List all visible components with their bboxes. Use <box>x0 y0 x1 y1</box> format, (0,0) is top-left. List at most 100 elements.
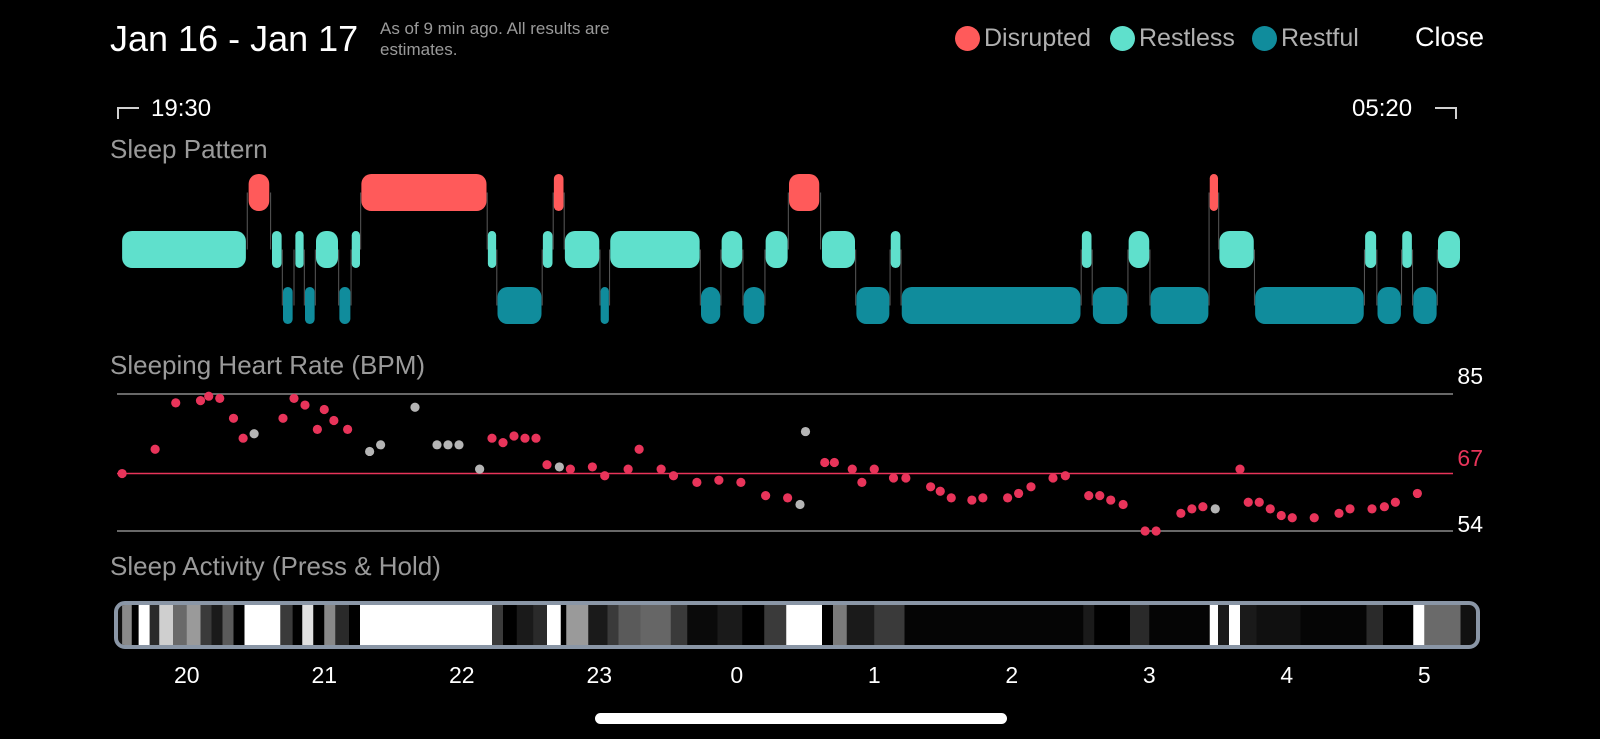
legend-restless-label: Restless <box>1139 24 1235 52</box>
restful-segment <box>1150 287 1209 324</box>
heart-rate-point <box>554 462 564 472</box>
heart-rate-point <box>714 475 724 485</box>
heart-rate-point <box>498 438 508 448</box>
heart-rate-point <box>1176 508 1186 518</box>
hr-max-label: 85 <box>1457 363 1483 389</box>
heart-rate-point <box>454 440 464 450</box>
heart-rate-point <box>1151 526 1161 536</box>
hour-tick-label: 4 <box>1280 662 1294 688</box>
activity-segment <box>566 605 589 645</box>
heart-rate-point <box>820 457 830 468</box>
activity-segment <box>846 605 875 645</box>
heart-rate-point <box>1412 488 1422 499</box>
heart-rate-point <box>1287 513 1297 523</box>
restful-segment <box>743 287 765 324</box>
activity-segment <box>492 605 504 645</box>
activity-strip <box>122 605 1461 645</box>
activity-segment <box>742 605 765 645</box>
heart-rate-point <box>195 396 206 406</box>
restless-segment <box>542 231 553 268</box>
heart-rate-point <box>329 415 339 426</box>
home-indicator[interactable] <box>595 713 1007 724</box>
heart-rate-point <box>692 477 702 487</box>
activity-segment <box>1256 605 1301 645</box>
close-button[interactable]: Close <box>1415 22 1485 52</box>
heart-rate-point <box>1379 502 1389 512</box>
heart-rate-point <box>300 400 310 410</box>
activity-segment <box>302 605 314 645</box>
disrupted-segment <box>361 174 487 211</box>
heart-rate-point <box>215 393 225 404</box>
activity-segment <box>1383 605 1414 645</box>
sleep-pattern-chart[interactable] <box>0 160 1600 340</box>
activity-segment <box>360 605 493 645</box>
heart-rate-point <box>475 464 485 474</box>
restful-segment <box>1377 287 1401 324</box>
date-range-title: Jan 16 - Jan 17 <box>110 18 359 59</box>
heart-rate-point <box>487 433 497 443</box>
activity-segment <box>1413 605 1425 645</box>
restful-segment <box>497 287 542 324</box>
heart-rate-point <box>623 464 633 474</box>
activity-segment <box>560 605 567 645</box>
activity-segment <box>1424 605 1461 645</box>
activity-segment <box>640 605 672 645</box>
activity-segment <box>1229 605 1241 645</box>
restful-segment <box>701 287 721 324</box>
hour-tick-label: 0 <box>730 662 744 688</box>
end-bracket-icon <box>1435 107 1457 119</box>
heart-rate-point <box>1048 473 1058 483</box>
heart-rate-point <box>1334 508 1344 518</box>
activity-segment <box>687 605 718 645</box>
restless-segment <box>610 231 700 268</box>
heart-rate-point <box>668 471 679 481</box>
heart-rate-point <box>800 426 811 437</box>
hour-tick-label: 21 <box>311 662 338 688</box>
activity-segment <box>159 605 174 645</box>
start-bracket-icon <box>117 107 139 119</box>
end-time: 05:20 <box>1352 95 1413 122</box>
activity-segment <box>244 605 281 645</box>
activity-segment <box>173 605 188 645</box>
heart-rate-chart <box>117 391 1453 536</box>
activity-segment <box>280 605 294 645</box>
heart-rate-point <box>542 460 552 470</box>
restless-segment <box>487 231 497 268</box>
legend-restful-label: Restful <box>1281 24 1359 52</box>
heart-rate-point <box>117 468 127 479</box>
activity-segment <box>349 605 361 645</box>
heart-rate-point <box>1014 488 1024 499</box>
heart-rate-point <box>1198 502 1208 512</box>
heart-rate-point <box>869 464 879 474</box>
estimate-note: As of 9 min ago. All results are estimat… <box>380 19 610 59</box>
heart-rate-point <box>1106 495 1116 505</box>
heart-rate-point <box>1309 513 1319 523</box>
heart-rate-point <box>443 440 453 450</box>
heart-rate-point <box>1345 504 1355 514</box>
hour-tick-label: 3 <box>1142 662 1156 688</box>
heart-rate-point <box>509 431 519 441</box>
legend-restless: Restless <box>1110 24 1235 53</box>
restful-segment <box>600 287 609 324</box>
legend-disrupted-label: Disrupted <box>984 24 1091 52</box>
restless-segment <box>890 231 901 268</box>
activity-segment <box>618 605 641 645</box>
heart-rate-point <box>228 413 239 423</box>
activity-segment <box>335 605 350 645</box>
restless-segment <box>295 231 304 268</box>
heart-rate-point <box>1210 504 1220 514</box>
hour-tick-label: 2 <box>1005 662 1019 688</box>
activity-segment <box>131 605 140 645</box>
restless-segment <box>316 231 338 268</box>
activity-segment <box>186 605 201 645</box>
heart-rate-point <box>1140 526 1150 536</box>
restless-segment <box>272 231 282 268</box>
activity-segment <box>533 605 548 645</box>
activity-segment <box>1240 605 1257 645</box>
heart-rate-point <box>249 429 259 439</box>
restful-segment <box>339 287 351 324</box>
heart-rate-point <box>531 433 541 443</box>
activity-segment <box>138 605 151 645</box>
sleep-activity-bar[interactable] <box>114 601 1480 649</box>
heart-rate-point <box>432 440 442 450</box>
